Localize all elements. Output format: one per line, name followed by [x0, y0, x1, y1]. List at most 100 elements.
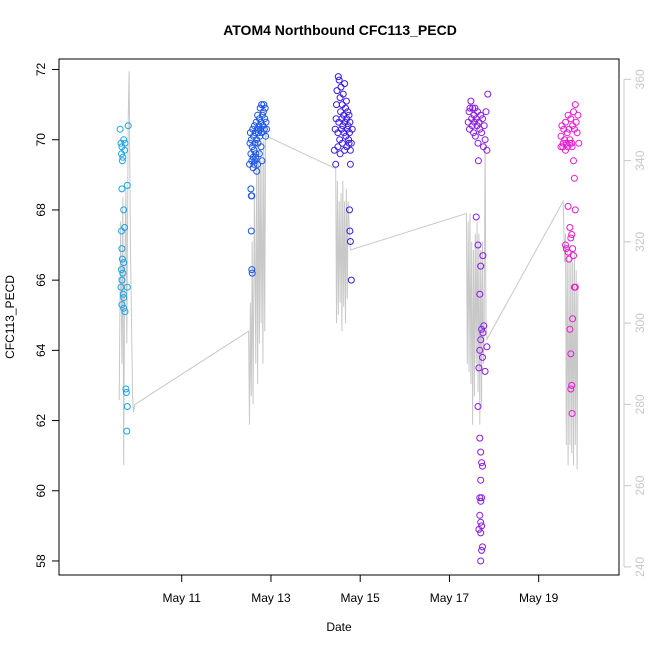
plot-frame — [58, 58, 620, 576]
data-point — [474, 157, 482, 165]
data-point — [258, 157, 266, 165]
data-point — [255, 129, 262, 137]
data-point — [248, 269, 256, 277]
data-point — [334, 73, 342, 81]
data-point — [262, 132, 270, 140]
data-point — [246, 160, 253, 168]
data-point — [568, 410, 576, 417]
data-point — [250, 146, 258, 154]
data-point — [259, 111, 266, 119]
data-point — [478, 129, 486, 137]
data-point — [482, 108, 490, 116]
data-point — [120, 136, 128, 144]
data-point — [120, 304, 128, 312]
data-point — [344, 108, 352, 116]
data-point — [120, 206, 128, 214]
data-point — [252, 153, 260, 161]
data-point — [477, 518, 485, 526]
x-tick-label: May 17 — [430, 591, 470, 605]
secondary-y-tick-label: 240 — [633, 557, 647, 577]
data-point — [484, 90, 492, 98]
data-point — [118, 185, 126, 193]
data-point — [119, 290, 127, 298]
data-point — [565, 255, 573, 263]
data-point — [121, 224, 129, 231]
secondary-y-tick-label: 280 — [633, 394, 647, 414]
y-tick-label: 68 — [34, 203, 48, 217]
data-point — [471, 132, 479, 140]
data-point — [118, 301, 126, 309]
data-point — [254, 160, 262, 168]
data-point — [479, 252, 487, 260]
data-point — [341, 146, 349, 154]
data-point — [559, 139, 567, 147]
secondary-y-axis: 240 260 280 300 320 340 360 — [623, 69, 647, 577]
data-point — [251, 129, 259, 137]
data-point — [562, 139, 570, 147]
data-point — [336, 150, 344, 158]
data-point — [260, 125, 268, 133]
data-point — [481, 136, 489, 144]
x-tick-label: May 19 — [519, 591, 559, 605]
data-point — [466, 104, 474, 112]
data-point — [250, 160, 258, 168]
data-point — [255, 150, 263, 158]
data-point — [480, 122, 488, 130]
data-point — [566, 224, 574, 231]
data-point — [472, 213, 480, 221]
data-point — [342, 104, 349, 112]
data-point — [565, 125, 573, 133]
data-point — [248, 157, 256, 165]
data-point — [477, 262, 485, 270]
data-point — [333, 87, 341, 95]
data-point — [557, 132, 565, 140]
data-point — [346, 160, 354, 168]
data-point — [567, 350, 575, 358]
data-point — [123, 181, 131, 189]
data-point — [477, 529, 485, 537]
data-point — [568, 231, 576, 238]
data-point — [479, 353, 486, 361]
data-point — [476, 290, 484, 298]
data-point — [348, 125, 356, 133]
x-tick-label: May 15 — [341, 591, 381, 605]
data-point — [568, 381, 576, 389]
data-point — [475, 118, 483, 126]
data-point — [474, 403, 482, 410]
x-axis-label: Date — [326, 620, 352, 634]
data-point — [343, 143, 351, 151]
data-point — [330, 146, 338, 154]
points-layer — [116, 73, 583, 565]
data-point — [570, 108, 577, 116]
data-point — [261, 115, 269, 123]
data-point — [248, 192, 256, 200]
data-point — [118, 255, 126, 263]
data-point — [247, 227, 255, 235]
data-point — [571, 101, 579, 109]
secondary-y-tick-label: 360 — [633, 69, 647, 89]
data-point — [468, 122, 476, 130]
data-point — [254, 111, 262, 119]
x-tick-label: May 13 — [251, 591, 291, 605]
data-point — [476, 125, 484, 133]
data-point — [564, 202, 572, 210]
secondary-y-tick-label: 300 — [633, 313, 647, 333]
data-point — [483, 343, 491, 351]
data-point — [564, 143, 572, 151]
data-point — [252, 150, 260, 158]
data-point — [478, 325, 486, 333]
data-point — [470, 111, 478, 119]
data-point — [345, 139, 353, 147]
data-point — [251, 139, 259, 147]
data-point — [341, 80, 349, 88]
data-point — [476, 346, 484, 354]
data-point — [123, 403, 131, 410]
data-point — [561, 136, 569, 144]
data-point — [342, 97, 350, 105]
data-point — [569, 122, 577, 130]
data-point — [479, 115, 486, 123]
data-point — [122, 389, 130, 396]
data-point — [569, 315, 577, 323]
data-point — [247, 136, 255, 144]
data-point — [475, 525, 483, 533]
